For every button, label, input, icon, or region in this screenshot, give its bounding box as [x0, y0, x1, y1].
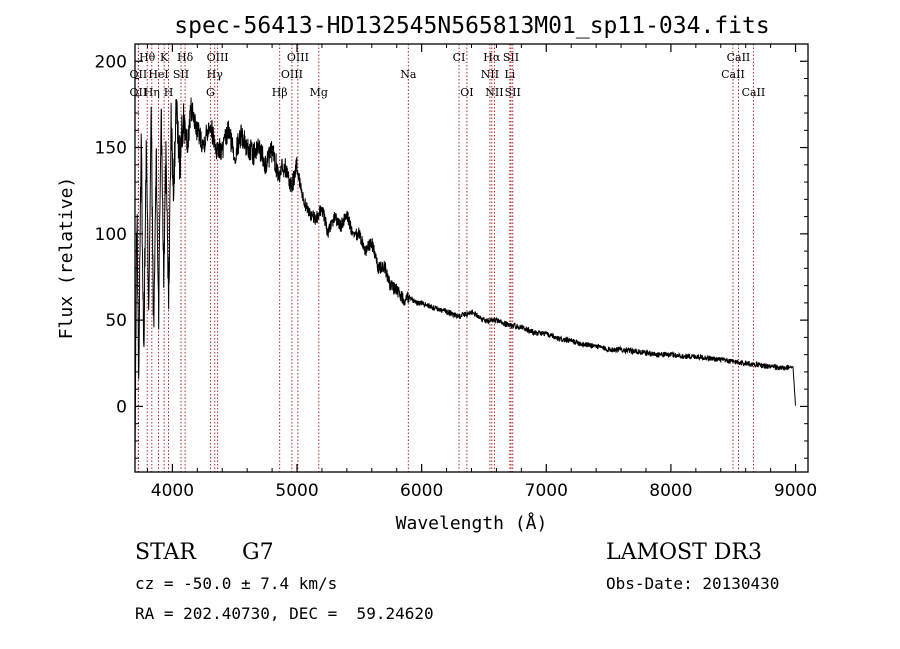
- object-class: STAR: [135, 540, 196, 565]
- x-tick-label: 4000: [151, 481, 194, 501]
- spectral-line-label: Hα: [483, 51, 501, 64]
- spectral-line-label: Hγ: [207, 68, 224, 81]
- spectral-line-label: Hδ: [177, 51, 194, 64]
- redshift-readout: cz = -50.0 ± 7.4 km/s: [135, 574, 338, 593]
- y-tick-label: 150: [95, 139, 127, 159]
- spectral-line-label: OI: [460, 86, 473, 99]
- object-subclass: G7: [242, 540, 274, 565]
- survey-name: LAMOST DR3: [606, 540, 762, 565]
- spectral-line-label: K: [160, 51, 169, 64]
- spectral-line-label: HeI: [148, 68, 168, 81]
- spectral-line-label: Hθ: [139, 51, 156, 64]
- spectral-line-label: Li: [504, 68, 515, 81]
- obs-date: Obs-Date: 20130430: [606, 574, 780, 593]
- spectral-line-label: Hβ: [272, 86, 288, 99]
- spectral-line-label: OIII: [207, 51, 229, 64]
- x-tick-label: 8000: [649, 481, 692, 501]
- spectral-line-label: SII: [173, 68, 189, 81]
- coordinates: RA = 202.40730, DEC = 59.24620: [135, 604, 434, 623]
- spectral-line-label: CaII: [727, 51, 751, 64]
- spectral-line-label: Mg: [310, 86, 328, 99]
- y-tick-label: 0: [116, 397, 127, 417]
- spectral-line-label: OII: [130, 68, 148, 81]
- spectral-line-label: CI: [453, 51, 466, 64]
- spectral-line-label: CaII: [742, 86, 766, 99]
- y-tick-label: 100: [95, 225, 127, 245]
- y-axis-label: Flux (relative): [56, 177, 77, 340]
- spectral-line-label: OIII: [281, 68, 303, 81]
- spectral-line-label: Na: [400, 68, 417, 81]
- y-tick-label: 200: [95, 52, 127, 72]
- spectrum-series: [134, 97, 796, 459]
- x-tick-label: 6000: [400, 481, 443, 501]
- spectral-line-label: OII: [130, 86, 148, 99]
- spectral-line-label: NII: [481, 68, 499, 81]
- axis-ticks: 4000 5000 6000 7000 8000 9000 0 50 100 150 200: [95, 44, 817, 501]
- x-axis-label: Wavelength (Å): [396, 512, 548, 534]
- spectral-line-label: Hη: [144, 86, 160, 99]
- spectral-line-label: H: [164, 86, 174, 99]
- x-tick-label: 9000: [774, 481, 817, 501]
- spectral-line-label: G: [206, 86, 215, 99]
- y-tick-label: 50: [105, 311, 127, 331]
- chart-title: spec-56413-HD132545N565813M01_sp11-034.f…: [174, 13, 769, 39]
- spectral-line-label: SII: [505, 86, 521, 99]
- x-tick-label: 5000: [275, 481, 318, 501]
- spectral-line-label: NII: [485, 86, 503, 99]
- plot-frame: [134, 43, 809, 473]
- spectral-line-label: OIII: [287, 51, 309, 64]
- spectral-line-label: CaII: [721, 68, 745, 81]
- spectral-line-label: SII: [503, 51, 519, 64]
- spectrum-line: [134, 97, 796, 459]
- x-tick-label: 7000: [525, 481, 568, 501]
